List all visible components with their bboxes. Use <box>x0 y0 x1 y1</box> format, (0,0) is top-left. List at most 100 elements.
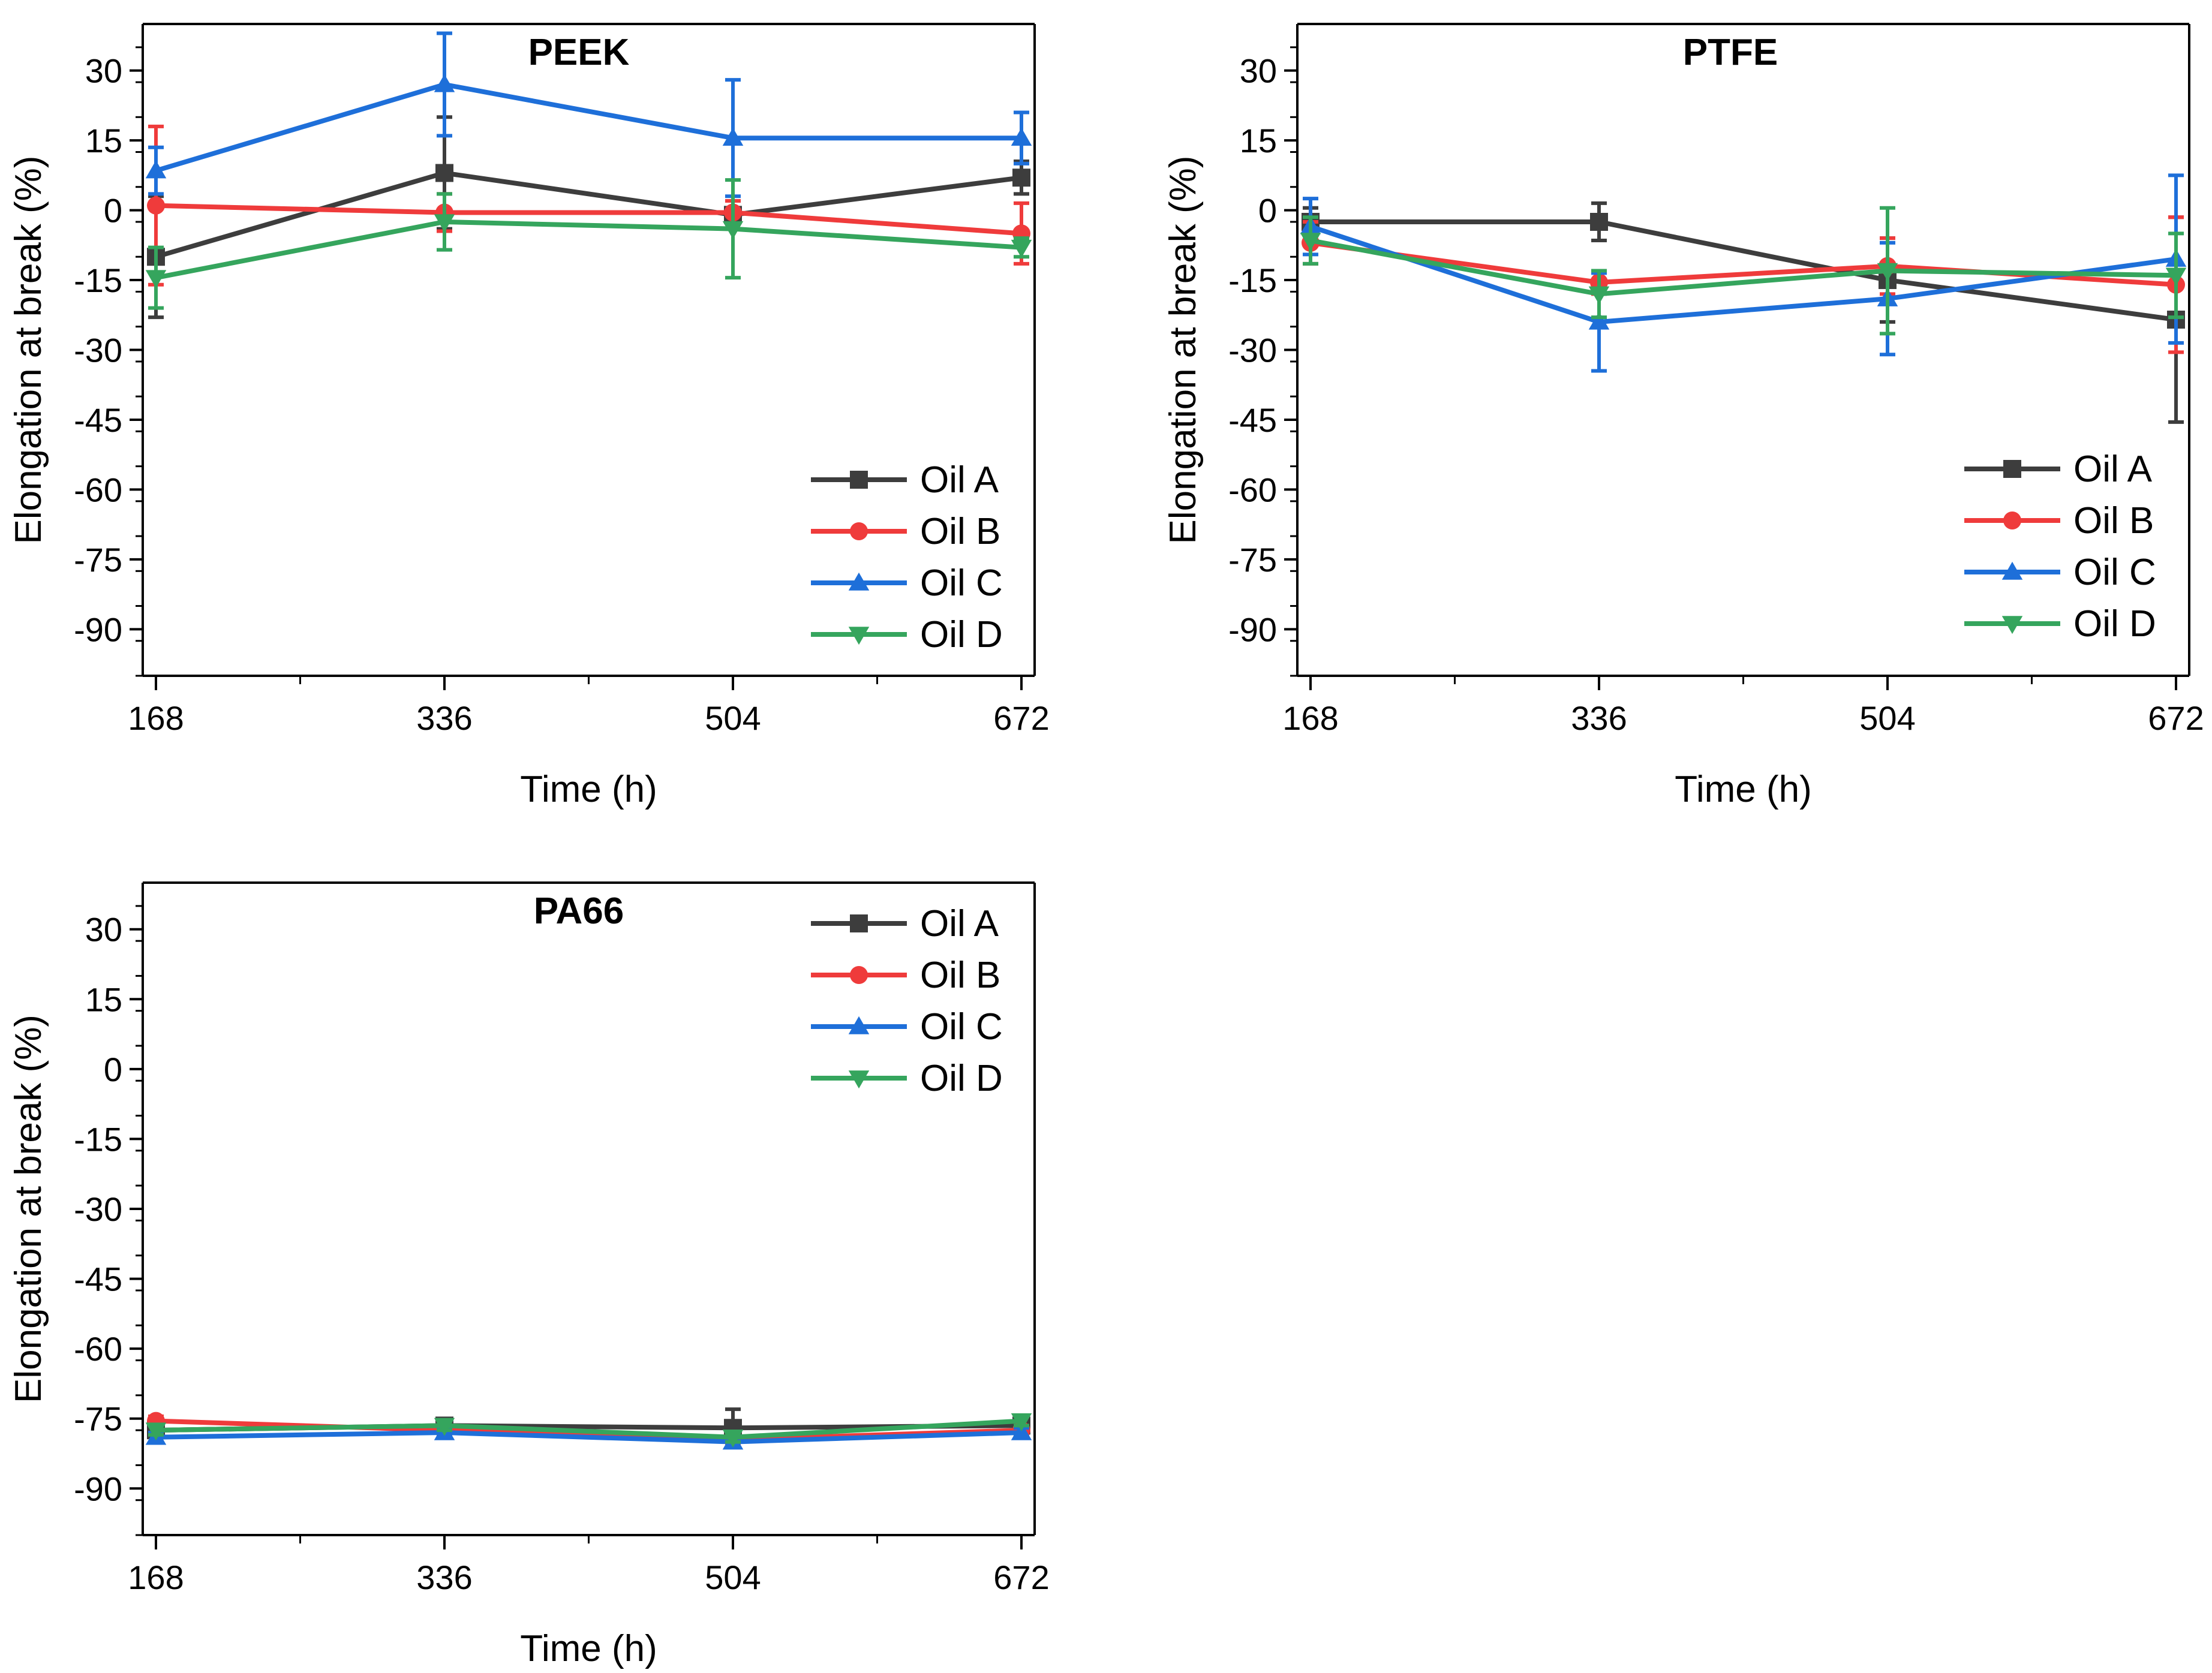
y-tick-label: 0 <box>104 192 122 230</box>
x-axis-title: Time (h) <box>1675 769 1811 810</box>
legend-label: Oil C <box>920 562 1003 604</box>
x-ticks: 168 336 504 672 <box>128 676 1050 737</box>
data-point <box>1588 311 1610 330</box>
data-point <box>1011 1413 1032 1431</box>
y-axis-title: Elongation at break (%) <box>1162 156 1204 544</box>
chart-title: PEEK <box>528 32 630 73</box>
y-tick-label: -45 <box>1228 401 1277 439</box>
y-tick-label: -60 <box>74 471 122 508</box>
legend-item-oil-c: Oil C <box>1964 552 2156 593</box>
series-line <box>155 82 1021 173</box>
y-tick-label: -75 <box>74 541 122 579</box>
legend-label: Oil B <box>920 511 1000 552</box>
legend-item-oil-c: Oil C <box>811 1006 1003 1048</box>
chart-title: PTFE <box>1683 32 1778 73</box>
legend-label: Oil A <box>2073 449 2153 490</box>
legend-item-oil-a: Oil A <box>811 903 999 944</box>
x-tick-label: 504 <box>705 1558 761 1596</box>
legend-item-oil-b: Oil B <box>811 955 1000 996</box>
legend-marker <box>848 572 870 591</box>
series-line <box>1311 219 2177 322</box>
legend-marker <box>848 1070 870 1089</box>
data-point <box>145 1422 167 1441</box>
axes <box>1296 23 2190 677</box>
y-tick-label: -30 <box>74 1190 122 1228</box>
legend: Oil A Oil B Oil C Oil D <box>1964 449 2156 645</box>
data-point <box>722 1430 744 1448</box>
series-oil-d <box>145 1413 1032 1448</box>
series-line <box>155 219 1022 281</box>
x-tick-label: 168 <box>128 1558 184 1596</box>
series-line <box>155 1418 1022 1440</box>
y-tick-label: 30 <box>85 52 122 90</box>
data-point <box>434 1418 455 1436</box>
axes <box>142 23 1036 677</box>
series-oil-a <box>147 115 1030 320</box>
y-tick-label: 0 <box>104 1051 122 1088</box>
y-axis-title: Elongation at break (%) <box>8 156 49 544</box>
legend-marker <box>2001 561 2023 580</box>
y-ticks: 30 15 0 -15 -30 -45 -60 -75 -90 <box>1228 46 1297 677</box>
legend-marker <box>2001 616 2023 634</box>
y-ticks: 30 15 0 -15 -30 -45 -60 -75 -90 <box>74 905 143 1536</box>
y-tick-label: 30 <box>1240 52 1277 90</box>
y-tick-label: -15 <box>74 261 122 299</box>
series-line <box>155 170 1022 260</box>
legend-item-oil-a: Oil A <box>1964 449 2153 490</box>
data-point <box>434 74 455 92</box>
data-point <box>147 196 165 215</box>
y-ticks: 30 15 0 -15 -30 -45 -60 -75 -90 <box>74 46 143 677</box>
series-oil-b <box>147 124 1030 287</box>
legend-item-oil-a: Oil A <box>811 459 999 501</box>
y-tick-label: -90 <box>1228 610 1277 648</box>
legend-label: Oil C <box>2073 552 2156 593</box>
legend-label: Oil D <box>920 1058 1003 1099</box>
x-tick-label: 672 <box>993 1558 1049 1596</box>
legend-marker <box>850 914 868 932</box>
y-tick-label: -75 <box>1228 541 1277 579</box>
x-ticks: 168 336 504 672 <box>128 1535 1050 1596</box>
data-point <box>145 160 167 179</box>
peek-chart-panel: 30 15 0 -15 -30 -45 -60 -75 -90 168 336 504 672 Time … <box>8 23 1050 810</box>
x-tick-label: 168 <box>128 699 184 737</box>
legend-marker <box>2003 460 2021 478</box>
y-tick-label: -45 <box>74 1260 122 1298</box>
data-point <box>1012 168 1030 187</box>
series-line <box>1310 238 2177 297</box>
legend-marker <box>2003 511 2021 529</box>
data-point <box>1011 239 1032 258</box>
legend-label: Oil C <box>920 1006 1003 1048</box>
legend-label: Oil A <box>920 903 999 944</box>
y-tick-label: 15 <box>85 980 122 1018</box>
x-axis-title: Time (h) <box>520 769 657 810</box>
data-point <box>2165 267 2187 286</box>
series-line <box>155 1430 1022 1445</box>
chart-title: PA66 <box>534 890 624 932</box>
x-tick-label: 672 <box>993 699 1049 737</box>
legend: Oil A Oil B Oil C Oil D <box>811 459 1003 655</box>
legend-item-oil-b: Oil B <box>811 511 1000 552</box>
legend-label: Oil D <box>2073 603 2156 645</box>
y-tick-label: 30 <box>85 911 122 949</box>
legend-label: Oil D <box>920 614 1003 655</box>
y-tick-label: -30 <box>1228 332 1277 369</box>
legend-label: Oil B <box>2073 500 2154 541</box>
y-tick-label: -60 <box>1228 471 1277 508</box>
data-point <box>1300 233 1321 251</box>
y-tick-label: -90 <box>74 1470 122 1507</box>
legend-marker <box>848 1016 870 1034</box>
legend-item-oil-b: Oil B <box>1964 500 2154 541</box>
y-tick-label: -75 <box>74 1400 122 1438</box>
data-point <box>722 221 744 239</box>
x-tick-label: 336 <box>416 699 472 737</box>
legend-marker <box>848 627 870 645</box>
series-oil-d <box>145 178 1032 310</box>
legend-item-oil-c: Oil C <box>811 562 1003 604</box>
y-tick-label: 15 <box>85 122 122 160</box>
y-tick-label: -60 <box>74 1330 122 1368</box>
legend-label: Oil B <box>920 955 1000 996</box>
data-point <box>1590 212 1608 231</box>
legend-label: Oil A <box>920 459 999 501</box>
x-tick-label: 504 <box>705 699 761 737</box>
